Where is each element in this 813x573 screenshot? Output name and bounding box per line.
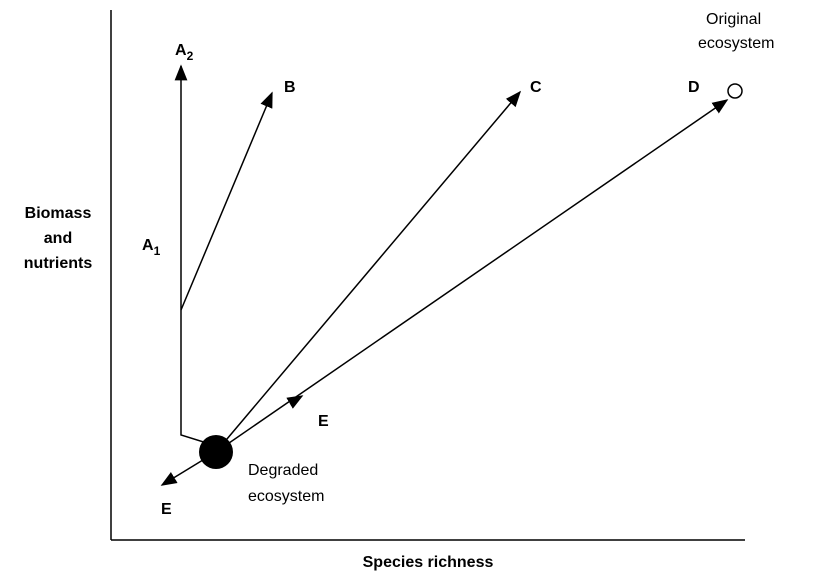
y-axis-label: Biomass xyxy=(25,205,92,222)
label-e: E xyxy=(318,413,329,430)
original-label: Original xyxy=(706,11,761,28)
label-e: E xyxy=(161,501,172,518)
degraded-node xyxy=(199,435,233,469)
original-node xyxy=(727,83,743,99)
label-a1: A1 xyxy=(142,237,161,258)
y-axis-label: and xyxy=(44,230,72,247)
label-a2: A2 xyxy=(175,42,194,63)
original-label: ecosystem xyxy=(698,35,774,52)
path-d xyxy=(215,99,729,453)
path-e-arrow xyxy=(286,395,304,409)
x-axis-label: Species richness xyxy=(363,554,494,571)
path-c xyxy=(215,90,522,453)
y-axis-label: nutrients xyxy=(24,255,93,272)
degraded-label: Degraded xyxy=(248,462,318,479)
label-b: B xyxy=(284,79,296,96)
label-d: D xyxy=(688,79,700,96)
degraded-label: ecosystem xyxy=(248,488,324,505)
path-a xyxy=(174,64,211,445)
path-b xyxy=(180,91,273,311)
label-c: C xyxy=(530,79,542,96)
